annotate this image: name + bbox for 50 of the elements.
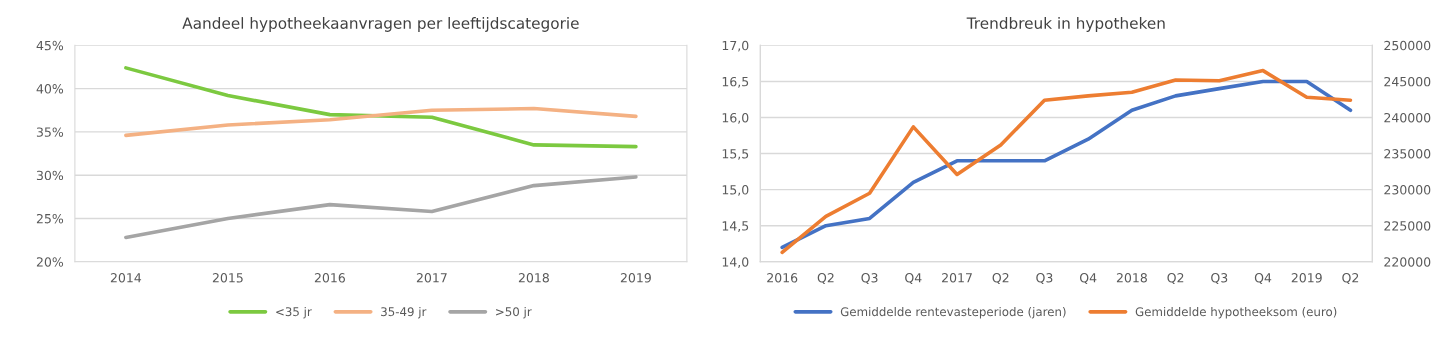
y-tick-label: 15,0: [722, 185, 749, 196]
line-series: [124, 106, 638, 138]
line-series: [124, 175, 638, 240]
x-tick-label: Q3: [861, 273, 878, 284]
x-tick-label: 2018: [1116, 273, 1147, 283]
legend-label: >50 jr: [496, 307, 532, 319]
y-tick-label: 20%: [36, 257, 64, 267]
y2-tick-label: 245000: [1384, 76, 1431, 87]
y-tick-label: 16,0: [722, 112, 749, 124]
x-tick-label: Q2: [1342, 273, 1359, 284]
chart-title: Trendbreuk in hypotheken: [966, 17, 1165, 32]
y2-tick-label: 225000: [1384, 221, 1431, 231]
y2-tick-label: 235000: [1384, 149, 1431, 159]
x-tick-label: 2016: [767, 273, 798, 283]
legend-label: Gemiddelde rentevasteperiode (jaren): [840, 307, 1066, 319]
x-tick-label: 2017: [416, 273, 447, 283]
y-tick-label: 14,5: [722, 221, 749, 232]
x-tick-label: Q4: [905, 273, 922, 284]
legend-label: 35-49 jr: [381, 307, 427, 319]
x-tick-label: 2015: [212, 273, 243, 283]
x-tick-label: 2017: [942, 273, 972, 283]
y-tick-label: 17,0: [722, 40, 749, 52]
x-tick-label: 2014: [110, 273, 142, 283]
y-tick-label: 16,5: [722, 76, 749, 88]
y-tick-label: 25%: [36, 213, 64, 224]
x-tick-label: Q3: [1211, 273, 1228, 284]
x-tick-label: 2016: [314, 273, 345, 283]
legend-label: Gemiddelde hypotheeksom (euro): [1135, 307, 1337, 319]
x-tick-label: Q2: [817, 273, 834, 284]
y-tick-label: 35%: [36, 127, 64, 137]
x-tick-label: Q4: [1254, 273, 1272, 284]
y-tick-label: 30%: [36, 170, 64, 181]
chart-title: Aandeel hypotheekaanvragen per leeftijdscategorie: [182, 17, 579, 32]
y-tick-label: 14,0: [722, 257, 749, 268]
x-tick-label: 2018: [518, 273, 549, 283]
y-tick-label: 45%: [36, 40, 64, 51]
x-tick-label: Q2: [992, 273, 1009, 284]
x-tick-label: Q3: [1036, 273, 1053, 284]
x-tick-label: Q4: [1079, 273, 1097, 284]
x-tick-label: 2019: [1291, 273, 1322, 283]
y2-tick-label: 220000: [1384, 257, 1431, 267]
y2-tick-label: 230000: [1384, 185, 1431, 195]
y-tick-label: 40%: [36, 84, 64, 94]
x-tick-label: Q2: [1167, 273, 1184, 284]
y-tick-label: 15,5: [722, 149, 749, 160]
line-series: [124, 66, 638, 149]
x-tick-label: 2019: [620, 273, 651, 283]
legend-label: <35 jr: [276, 307, 312, 319]
y2-tick-label: 240000: [1384, 112, 1431, 123]
y2-tick-label: 250000: [1384, 40, 1431, 51]
